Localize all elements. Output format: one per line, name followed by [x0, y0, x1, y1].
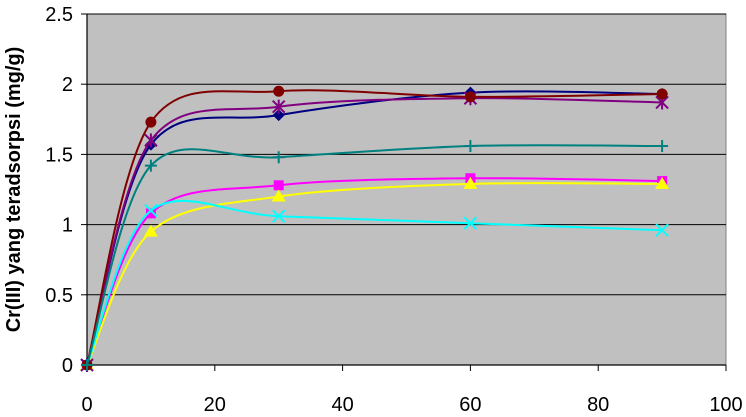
data-point: [656, 88, 668, 100]
data-point: [273, 85, 285, 97]
data-point: [271, 209, 286, 223]
y-tick-label: 0: [62, 355, 73, 377]
y-tick-label: 1: [62, 215, 73, 237]
data-point: [272, 109, 285, 122]
data-point: [464, 91, 476, 103]
gridlines: [87, 13, 726, 296]
data-point: [464, 139, 477, 152]
data-point: [81, 359, 93, 371]
data-point: [144, 203, 158, 218]
data-point: [144, 133, 158, 148]
y-axis: 0 0.5 1 1.5 2 2.5: [45, 4, 88, 377]
y-tick-label: 0.5: [45, 285, 73, 307]
data-point: [463, 216, 478, 230]
x-tick-label: 0: [81, 394, 92, 416]
x-tick-label: 80: [587, 394, 609, 416]
series-line: [86, 182, 663, 366]
data-point: [272, 151, 285, 164]
y-tick-label: 1.5: [45, 144, 73, 166]
data-point: [145, 208, 156, 219]
x-axis: 0 20 40 60 80 100: [81, 364, 743, 416]
data-point: [655, 223, 669, 237]
x-tick-label: 100: [709, 394, 742, 416]
data-point: [144, 159, 157, 172]
x-tick-label: 60: [459, 394, 481, 416]
x-tick-label: 40: [331, 394, 353, 416]
series-layer: [80, 85, 670, 372]
series-7: [81, 139, 669, 371]
data-point: [273, 180, 284, 191]
x-tick-label: 20: [204, 394, 226, 416]
data-point: [655, 176, 670, 189]
y-tick-label: 2: [62, 74, 73, 96]
data-point: [656, 139, 669, 152]
data-point: [271, 99, 286, 114]
y-tick-label: 2.5: [45, 4, 73, 26]
series-6: [81, 85, 668, 371]
data-point: [271, 189, 286, 202]
plot-area: [86, 13, 727, 366]
data-point: [463, 176, 478, 189]
data-point: [143, 224, 158, 237]
y-axis-title: Cr(III) yang teradsorpsi (mg/g): [3, 47, 25, 333]
data-point: [145, 116, 157, 128]
